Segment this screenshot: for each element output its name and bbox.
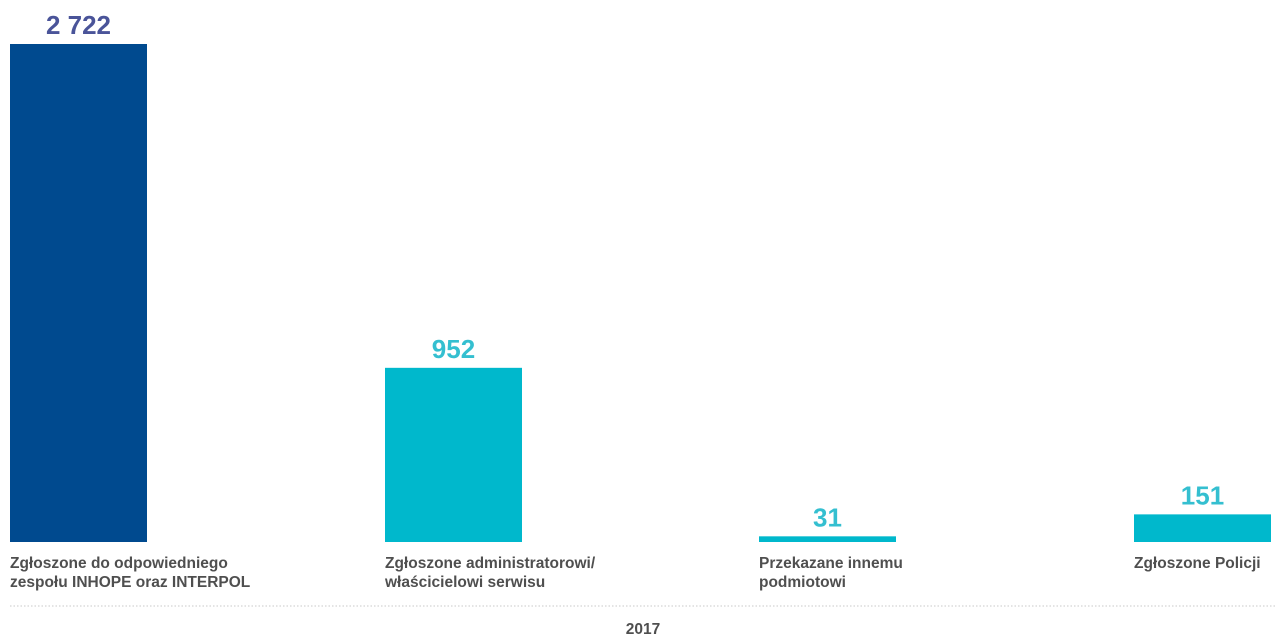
bar <box>385 367 522 542</box>
category-label: Zgłoszone Policji <box>1134 555 1261 572</box>
category-label-line: Zgłoszone Policji <box>1134 555 1261 572</box>
value-labels-group: 2 722 952 31 151 <box>46 10 1224 532</box>
category-labels-group: Zgłoszone do odpowiedniego zespołu INHOPE… <box>10 555 1261 591</box>
category-label-line: Zgłoszone do odpowiedniego <box>10 555 228 572</box>
bar <box>10 44 147 542</box>
category-label: Zgłoszone administratorowi/właścicielowi… <box>384 555 596 591</box>
bar <box>759 536 896 542</box>
category-label-line: Zgłoszone administratorowi/ <box>385 555 596 572</box>
category-label: Zgłoszone do odpowiedniego zespołu INHOPE… <box>10 555 250 591</box>
bar-value-label: 2 722 <box>46 10 111 40</box>
category-label-line: Przekazane innemu <box>759 555 903 572</box>
bar-value-label: 31 <box>813 502 842 532</box>
category-label-line: podmiotowi <box>759 574 846 591</box>
category-label-line: zespołu INHOPE oraz INTERPOL <box>10 574 250 591</box>
bar-value-label: 151 <box>1181 480 1224 510</box>
category-label: Przekazane innemu podmiotowi <box>759 555 903 591</box>
bars-group <box>10 44 1271 542</box>
x-axis-label: 2017 <box>626 621 660 638</box>
category-label-line: właścicielowi serwisu <box>384 574 545 591</box>
bar-value-label: 952 <box>432 334 475 364</box>
bar <box>1134 514 1271 542</box>
